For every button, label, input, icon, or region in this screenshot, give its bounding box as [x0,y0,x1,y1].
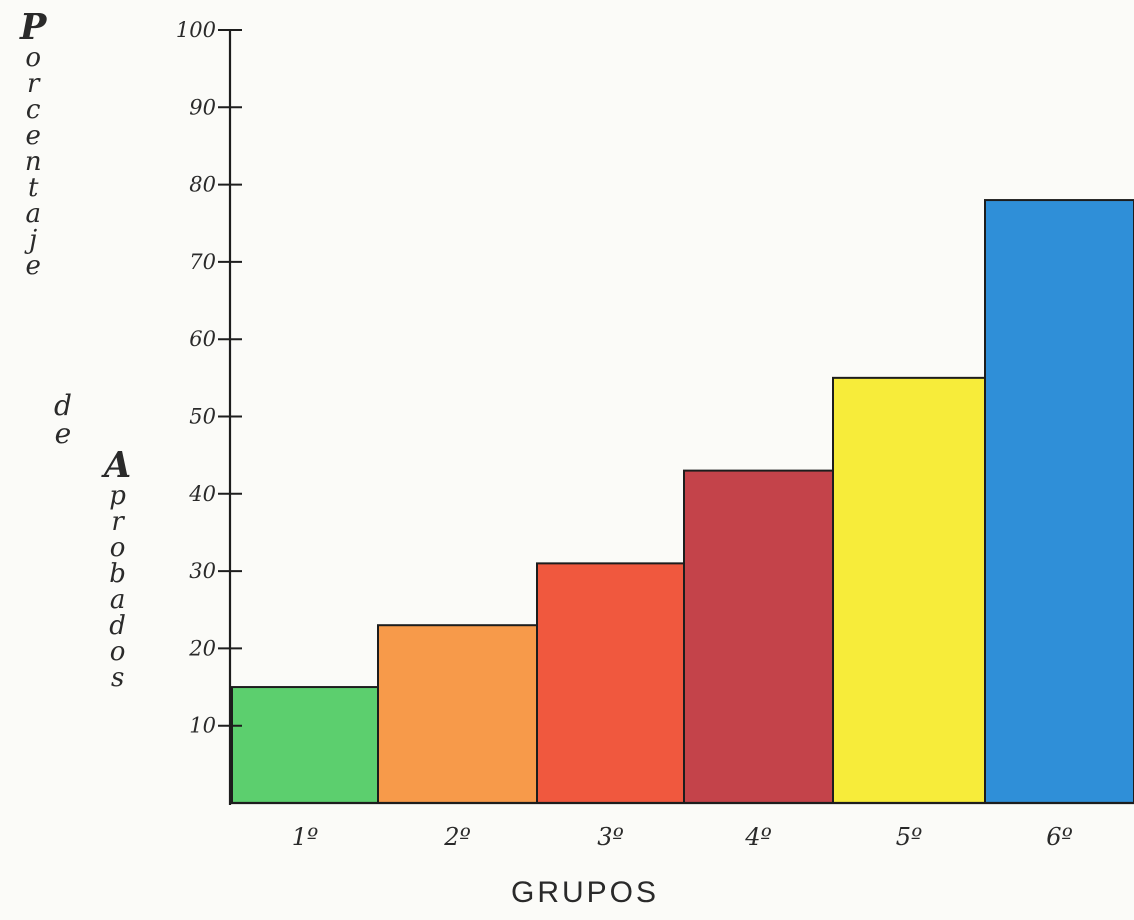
bar-2 [377,624,538,805]
ylabel-letter: a [109,585,126,616]
x-tick-label: 3º [597,823,624,851]
y-tick-label: 10 [189,714,216,738]
x-axis-title: GRUPOS [511,876,659,909]
y-tick-label: 30 [189,559,216,583]
x-tick-label: 6º [1046,823,1073,851]
ylabel-letter: P [20,7,47,48]
x-tick-label: 4º [744,823,772,851]
x-tick-label: 2º [443,823,471,851]
ylabel-letter: d [54,389,72,422]
y-tick-label: 100 [176,18,216,42]
x-tick-label: 5º [896,823,923,851]
ylabel-letter: t [27,173,39,204]
ylabel-letter: j [29,225,38,256]
bar-1 [231,686,379,804]
y-tick-label: 80 [189,173,216,197]
bar-5 [832,376,986,804]
bar-6 [984,199,1134,804]
ylabel-letter: s [110,663,125,694]
y-tick-label: 90 [189,95,216,119]
ylabel-letter: e [25,121,41,152]
ylabel-letter: e [54,417,72,450]
ylabel-letter: A [104,445,132,486]
y-tick-label: 50 [189,405,216,429]
ylabel-letter: d [109,611,126,642]
ylabel-letter: o [25,43,42,74]
ylabel-letter: n [24,147,42,178]
y-tick-label: 40 [188,482,216,506]
bar-4 [683,469,834,804]
ylabel-letter: a [25,199,41,230]
ylabel-letter: e [25,251,41,282]
ylabel-letter: o [109,533,126,564]
ylabel-letter: r [26,69,40,100]
y-tick-label: 70 [189,250,216,274]
bar-3 [536,562,685,804]
y-tick-label: 60 [189,327,216,351]
y-tick-label: 20 [188,636,216,660]
x-tick-label: 1º [292,823,319,851]
ylabel-letter: o [109,637,126,668]
ylabel-letter: r [111,507,124,538]
ylabel-letter: c [25,95,41,126]
ylabel-letter: p [109,481,126,512]
ylabel-letter: b [109,559,126,590]
